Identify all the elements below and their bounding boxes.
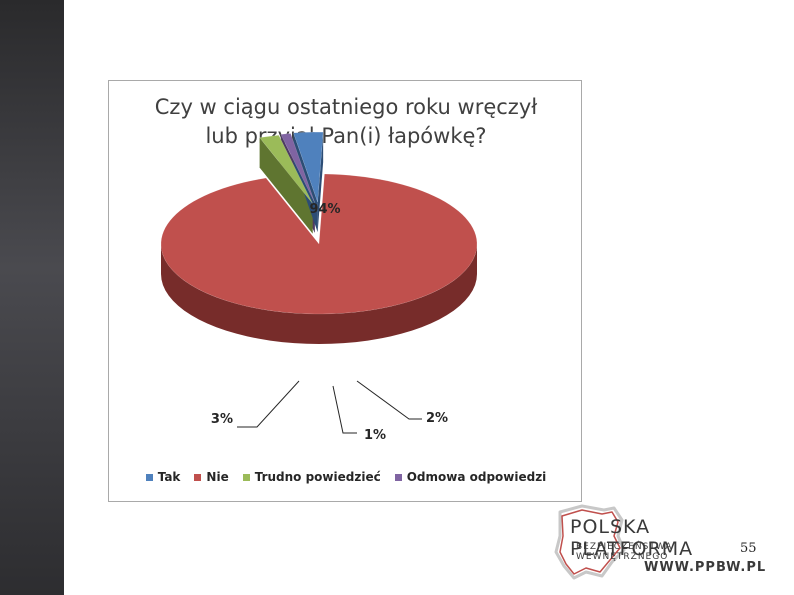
legend-item-nie: Nie	[194, 470, 229, 484]
legend-item-odmowa: Odmowa odpowiedzi	[394, 470, 547, 484]
pie-cut-face-trudno-0	[259, 137, 313, 234]
leader-line-trudno	[356, 380, 422, 420]
legend-label-odmowa: Odmowa odpowiedzi	[406, 470, 547, 484]
pie-side-nie	[161, 244, 477, 344]
data-label-odmowa: 1%	[364, 428, 386, 443]
chart-title-line-1: Czy w ciągu ostatniego roku wręczył	[154, 95, 538, 119]
data-label-tak: 3%	[211, 412, 233, 427]
poland-map-outline-icon	[554, 504, 626, 580]
legend-label-trudno: Trudno powiedzieć	[254, 470, 381, 484]
pie-slice-tak	[293, 131, 324, 203]
ppbw-logo: POLSKA PLATFORMA BEZPIECZEŃSTWA WEWNĘTRZ…	[552, 502, 765, 582]
pie-rim-nie	[161, 244, 477, 344]
pie-slice-trudno	[259, 134, 313, 204]
logo-text-line-3: WWW.PPBW.PL	[644, 560, 767, 575]
legend-item-trudno: Trudno powiedzieć	[242, 470, 381, 484]
pie-chart: 94% 3% 2% 1%	[160, 131, 478, 443]
chart-frame: Czy w ciągu ostatniego roku wręczył lub …	[108, 80, 582, 502]
data-label-trudno: 2%	[426, 411, 448, 426]
data-label-nie: 94%	[309, 202, 340, 217]
leader-line-tak	[237, 380, 300, 428]
legend-item-tak: Tak	[145, 470, 181, 484]
pie-slice-nie	[160, 173, 478, 315]
legend-swatch-odmowa	[394, 473, 402, 481]
legend-label-tak: Tak	[157, 470, 181, 484]
page-number: 55	[740, 541, 757, 556]
chart-title: Czy w ciągu ostatniego roku wręczył lub …	[109, 93, 583, 151]
legend-swatch-nie	[194, 473, 202, 481]
legend-swatch-trudno	[242, 473, 250, 481]
slide-side-bar	[0, 0, 64, 595]
logo-text-line-2: BEZPIECZEŃSTWA WEWNĘTRZNEGO	[576, 542, 673, 562]
logo-text-line-1: POLSKA PLATFORMA	[570, 516, 694, 560]
pie-cut-face-tak-1	[317, 132, 324, 233]
pie-slice-odmowa	[280, 133, 315, 203]
legend-swatch-tak	[145, 473, 153, 481]
chart-title-line-2: lub przyjął Pan(i) łapówkę?	[205, 124, 487, 148]
chart-legend: Tak Nie Trudno powiedzieć Odmowa odpowie…	[109, 470, 583, 484]
leader-line-odmowa	[332, 385, 357, 434]
legend-label-nie: Nie	[206, 470, 229, 484]
